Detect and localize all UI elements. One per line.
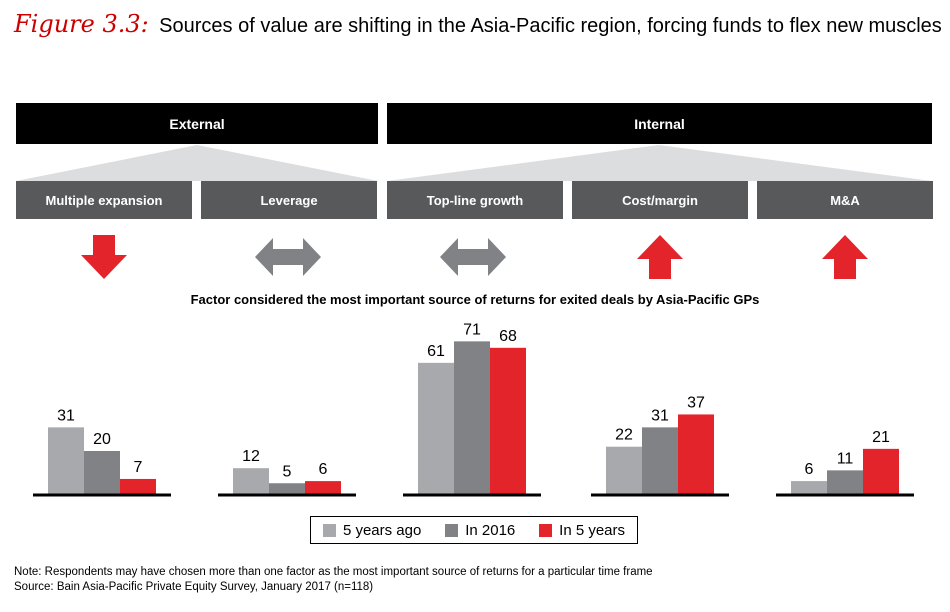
- legend-item-in-5-years: In 5 years: [539, 522, 625, 539]
- data-label-multiple-expansion-5-years-ago: 31: [57, 407, 75, 424]
- bar-multiple-expansion-in-2016: [84, 451, 120, 494]
- data-label-cost-margin-in-5-years: 37: [687, 394, 705, 411]
- figure-heading: Sources of value are shifting in the Asi…: [159, 15, 942, 37]
- bar-leverage-in-2016: [269, 483, 305, 494]
- grey-double-arrow-icon: [255, 238, 321, 276]
- chart-title: Factor considered the most important sou…: [190, 292, 760, 307]
- data-label-m-a-5-years-ago: 6: [805, 461, 814, 478]
- data-label-m-a-in-2016: 11: [837, 450, 854, 467]
- figure-label: Figure 3.3:: [14, 10, 149, 38]
- bar-multiple-expansion-in-5-years: [120, 478, 156, 494]
- data-label-m-a-in-5-years: 21: [872, 429, 890, 446]
- bar-m-a-5-years-ago: [791, 481, 827, 494]
- data-label-top-line-growth-5-years-ago: 61: [427, 343, 445, 360]
- legend-swatch: [322, 523, 336, 537]
- bars-layer: 31 20 7 12 5 6 61 71 68 22 31 37 6 11 21: [33, 321, 914, 497]
- bar-leverage-in-5-years: [305, 481, 341, 494]
- external-triangle: [16, 145, 378, 181]
- bar-cost-margin-in-5-years: [678, 414, 714, 494]
- legend-label: In 5 years: [559, 521, 626, 539]
- external-header: External: [16, 103, 378, 144]
- legend-swatch: [445, 523, 459, 537]
- note-text: Note: Respondents may have chosen more t…: [14, 566, 653, 578]
- data-label-cost-margin-5-years-ago: 22: [615, 427, 633, 444]
- figure-title: Figure 3.3: Sources of value are shiftin…: [14, 10, 942, 46]
- data-label-multiple-expansion-in-5-years: 7: [134, 459, 143, 476]
- factor-box-m-and-a: M&A: [757, 181, 933, 219]
- bar-top-line-growth-in-2016: [454, 341, 490, 494]
- data-label-leverage-in-2016: 5: [283, 463, 292, 480]
- bar-top-line-growth-in-5-years: [490, 347, 526, 494]
- grey-double-arrow-icon: [440, 238, 506, 276]
- legend-item-in-2016: In 2016: [445, 522, 515, 539]
- source-text: Source: Bain Asia-Pacific Private Equity…: [14, 581, 374, 593]
- footnote: Note: Respondents may have chosen more t…: [14, 565, 653, 595]
- factor-box-cost-margin: Cost/margin: [572, 181, 748, 219]
- data-label-multiple-expansion-in-2016: 20: [93, 431, 111, 448]
- data-label-cost-margin-in-2016: 31: [651, 407, 669, 424]
- internal-triangle: [387, 145, 932, 181]
- data-label-leverage-5-years-ago: 12: [242, 448, 260, 465]
- legend-swatch: [539, 523, 553, 537]
- factor-box-multiple-expansion: Multiple expansion: [16, 181, 192, 219]
- data-label-top-line-growth-in-2016: 71: [463, 321, 481, 338]
- legend-label: 5 years ago: [342, 521, 422, 539]
- bar-m-a-in-2016: [827, 470, 863, 494]
- legend-label: In 2016: [465, 521, 516, 539]
- bar-cost-margin-5-years-ago: [606, 446, 642, 494]
- factor-box-leverage: Leverage: [201, 181, 377, 219]
- data-label-leverage-in-5-years: 6: [319, 461, 328, 478]
- factor-box-top-line-growth: Top-line growth: [387, 181, 563, 219]
- legend-item-5-years-ago: 5 years ago: [322, 521, 422, 539]
- red-down-arrow-icon: [81, 235, 127, 279]
- internal-header: Internal: [387, 103, 932, 144]
- bar-cost-margin-in-2016: [642, 427, 678, 494]
- red-up-arrow-icon: [637, 235, 683, 279]
- legend: 5 years ago In 2016 In 5 years: [310, 516, 638, 544]
- bar-leverage-5-years-ago: [233, 468, 269, 494]
- red-up-arrow-icon: [822, 235, 868, 279]
- bar-top-line-growth-5-years-ago: [418, 362, 454, 494]
- bar-multiple-expansion-5-years-ago: [48, 427, 84, 494]
- bar-m-a-in-5-years: [863, 448, 899, 494]
- data-label-top-line-growth-in-5-years: 68: [499, 328, 517, 345]
